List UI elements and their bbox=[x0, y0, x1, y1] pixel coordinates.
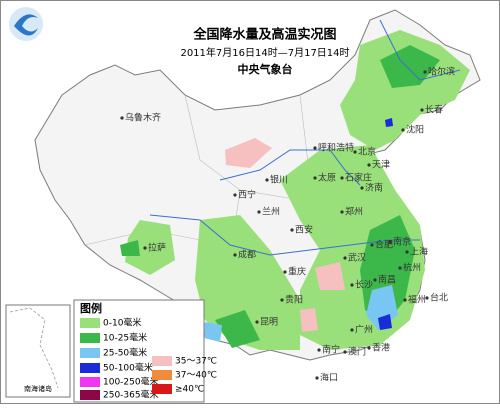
city-dot bbox=[403, 298, 407, 302]
city-label: 郑州 bbox=[345, 206, 363, 218]
city-label: 北京 bbox=[358, 146, 376, 158]
city-dot bbox=[350, 283, 354, 287]
city-dot bbox=[343, 350, 347, 354]
city-label: 福州 bbox=[408, 294, 426, 306]
legend-swatch bbox=[80, 318, 100, 328]
city-dot bbox=[350, 328, 354, 332]
inset-label: 南海诸岛 bbox=[24, 384, 52, 393]
legend-label: 100-250毫米 bbox=[103, 376, 159, 388]
city-label: 上海 bbox=[410, 246, 428, 258]
rivers bbox=[149, 19, 461, 256]
city-label: 长沙 bbox=[355, 279, 373, 291]
legend-swatch bbox=[80, 377, 100, 387]
map-title: 全国降水量及高温实况图 bbox=[192, 27, 336, 43]
city-dot bbox=[283, 270, 287, 274]
legend-swatch bbox=[80, 363, 100, 373]
city-dot bbox=[317, 348, 321, 352]
legend-label: 10-25毫米 bbox=[103, 332, 147, 344]
city-label: 哈尔滨 bbox=[428, 66, 455, 78]
city-dot bbox=[343, 256, 347, 260]
city-dot bbox=[340, 176, 344, 180]
city-dot bbox=[405, 250, 409, 254]
city-label: 杭州 bbox=[403, 262, 421, 274]
city-dot bbox=[401, 128, 405, 132]
city-label: 呼和浩特 bbox=[318, 142, 354, 154]
city-label: 南京 bbox=[393, 236, 411, 248]
city-dot bbox=[370, 243, 374, 247]
legend-label: ≥40℃ bbox=[175, 385, 204, 395]
city-label: 广州 bbox=[355, 324, 373, 336]
city-label: 香港 bbox=[372, 342, 390, 354]
city-dot bbox=[420, 108, 424, 112]
city-label: 石家庄 bbox=[345, 172, 372, 184]
city-label: 沈阳 bbox=[406, 124, 424, 136]
city-label: 澳门 bbox=[348, 346, 366, 358]
legend: 图例 0-10毫米 10-25毫米 25-50毫米 50-100毫米 100-250毫米… bbox=[73, 299, 217, 403]
legend-label: 37～40℃ bbox=[175, 371, 217, 381]
legend-label: 0-10毫米 bbox=[103, 317, 141, 329]
legend-swatch bbox=[80, 348, 100, 358]
legend-swatch bbox=[80, 333, 100, 343]
city-dot bbox=[120, 116, 124, 120]
legend-swatch bbox=[80, 390, 100, 400]
legend-swatch bbox=[152, 356, 172, 366]
map-subtitle: 2011年7月16日14时—7月17日14时 bbox=[180, 46, 349, 59]
city-dot bbox=[233, 253, 237, 257]
city-dot bbox=[313, 176, 317, 180]
legend-label: 250-365毫米 bbox=[103, 389, 159, 401]
city-label: 西安 bbox=[295, 224, 313, 236]
city-label: 济南 bbox=[365, 182, 383, 194]
legend-label: 25-50毫米 bbox=[103, 347, 147, 359]
city-label: 昆明 bbox=[260, 317, 278, 328]
city-label: 合肥 bbox=[375, 239, 393, 251]
city-dot bbox=[360, 186, 364, 190]
city-dot bbox=[290, 228, 294, 232]
city-label: 重庆 bbox=[288, 266, 306, 278]
city-label: 海口 bbox=[320, 372, 338, 384]
legend-label: 50-100毫米 bbox=[103, 362, 153, 374]
city-dot bbox=[423, 70, 427, 74]
city-label: 太原 bbox=[318, 172, 336, 184]
city-label: 兰州 bbox=[262, 206, 280, 218]
logo bbox=[9, 7, 43, 41]
city-dot bbox=[388, 240, 392, 244]
city-dot bbox=[367, 346, 371, 350]
city-label: 南昌 bbox=[378, 274, 396, 286]
city-label: 西宁 bbox=[238, 189, 256, 201]
city-label: 武汉 bbox=[348, 252, 366, 264]
city-dot bbox=[315, 376, 319, 380]
city-dot bbox=[398, 266, 402, 270]
city-dot bbox=[367, 163, 371, 167]
city-dot bbox=[340, 210, 344, 214]
city-label: 南宁 bbox=[322, 344, 340, 356]
city-dot bbox=[280, 298, 284, 302]
city-dot bbox=[265, 178, 269, 182]
city-label: 拉萨 bbox=[148, 242, 166, 254]
city-dot bbox=[255, 320, 259, 324]
city-dot bbox=[143, 246, 147, 250]
city-dot bbox=[233, 193, 237, 197]
city-label: 成都 bbox=[238, 249, 256, 261]
inset: 南海诸岛 bbox=[5, 304, 71, 398]
city-label: 天津 bbox=[372, 160, 390, 171]
legend-label: 35～37℃ bbox=[175, 357, 217, 367]
heat-areas bbox=[225, 138, 345, 332]
city-dot bbox=[353, 150, 357, 154]
city-label: 长春 bbox=[425, 104, 443, 116]
city-dot bbox=[257, 210, 261, 214]
legend-swatch bbox=[152, 370, 172, 380]
city-label: 台北 bbox=[430, 292, 448, 304]
city-label: 贵阳 bbox=[285, 294, 303, 306]
city-label: 乌鲁木齐 bbox=[125, 112, 161, 124]
legend-swatch bbox=[152, 384, 172, 394]
issuer: 中央气象台 bbox=[238, 62, 293, 76]
city-dot bbox=[425, 296, 429, 300]
city-label: 银川 bbox=[270, 174, 288, 186]
city-dot bbox=[373, 278, 377, 282]
city-dot bbox=[313, 146, 317, 150]
legend-title: 图例 bbox=[80, 301, 102, 315]
